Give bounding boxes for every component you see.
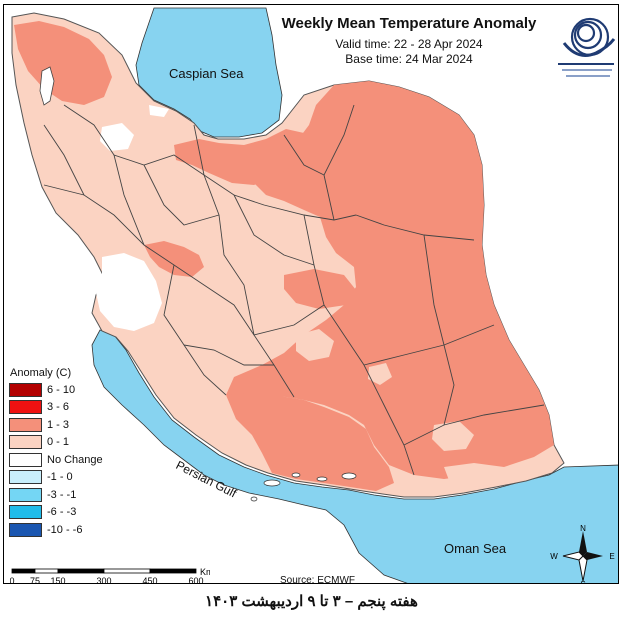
warm-1-3-northwest [14,21,112,105]
legend-label: -1 - 0 [47,471,73,484]
no-change-west [96,253,162,331]
scale-bar-tick-label: 300 [96,576,111,584]
gulf-islands [250,472,357,502]
legend-item: 1 - 3 [9,416,107,434]
legend-swatch [9,382,42,397]
legend: Anomaly (C) 6 - 10 3 - 6 1 - 3 0 - 1 No Chan… [9,367,107,539]
legend-item: -3 - -1 [9,486,107,504]
legend-swatch [9,452,42,467]
legend-label: 1 - 3 [47,418,70,431]
legend-swatch [9,417,42,432]
legend-item: 6 - 10 [9,381,107,399]
warm-1-3-west [144,241,204,277]
source-credit: Source: ECMWF [280,575,356,584]
scale-bar-segment [103,568,151,574]
legend-swatch [9,522,42,537]
agency-logo [558,17,616,77]
compass-rose-icon: N S W E [550,525,614,584]
scale-bar-tick-label: 600 [188,576,203,584]
anomaly-map [11,7,618,583]
province-boundaries [43,104,545,476]
legend-swatch [9,487,42,502]
caspian-sea [135,7,283,138]
legend-swatch [9,470,42,485]
gulf-and-oman-sea [91,329,618,583]
caspian-sea-label: Caspian Sea [169,66,244,81]
compass-west: W [550,552,558,561]
legend-item: 0 - 1 [9,434,107,452]
scale-bar-tick-label: 75 [30,576,40,584]
mild-island-southcoast [444,463,524,487]
persian-week-caption: هفته پنجم – ۳ تا ۹ اردیبهشت ۱۴۰۳ [205,593,418,610]
mild-island-southeast [432,421,474,451]
legend-label: 6 - 10 [47,383,76,396]
scale-bar-unit: Km [200,567,210,577]
mild-island-central [296,329,334,361]
legend-item: 3 - 6 [9,399,107,417]
legend-item: No Change [9,451,107,469]
scale-bar-segment [11,568,36,574]
scale-bar: 0 75 150 300 450 600Km [10,567,210,584]
scale-bar-tick-label: 450 [142,576,157,584]
legend-swatch [9,400,42,415]
legend-item: -10 - -6 [9,521,107,539]
compass-east: E [609,552,614,561]
legend-rows: 6 - 10 3 - 6 1 - 3 0 - 1 No Change -1 - 0 -3 -… [9,381,107,539]
legend-swatch [9,505,42,520]
scale-bar-segment [149,568,197,574]
legend-label: -6 - -3 [47,506,77,519]
mild-island-south [368,363,392,385]
legend-label: -3 - -1 [47,488,77,501]
warm-1-3-north [174,129,309,185]
legend-swatch [9,435,42,450]
warm-1-3-east [226,81,554,479]
scale-bar-tick-label: 150 [50,576,65,584]
legend-item: -1 - 0 [9,469,107,487]
compass-south: S [580,580,585,584]
legend-label: -10 - -6 [47,523,83,536]
legend-label: 0 - 1 [47,436,70,449]
oman-sea-label: Oman Sea [444,541,507,556]
legend-title: Anomaly (C) [10,367,72,379]
lake-urmia [39,66,55,106]
legend-label: 3 - 6 [47,401,70,414]
scale-bar-tick-label: 0 [10,576,15,584]
base-time: Base time: 24 Mar 2024 [345,52,473,66]
scale-bar-segment [57,568,105,574]
scale-bar-segment [34,568,59,574]
no-change-northwest [100,123,134,151]
map-panel: Weekly Mean Temperature Anomaly Valid ti… [3,4,619,584]
valid-time: Valid time: 22 - 28 Apr 2024 [335,37,483,51]
warm-1-3-south [226,393,394,491]
map-title: Weekly Mean Temperature Anomaly [281,15,537,32]
compass-north: N [580,525,586,533]
legend-item: -6 - -3 [9,504,107,522]
legend-label: No Change [47,453,103,466]
no-change-caspian-coast [149,105,169,117]
